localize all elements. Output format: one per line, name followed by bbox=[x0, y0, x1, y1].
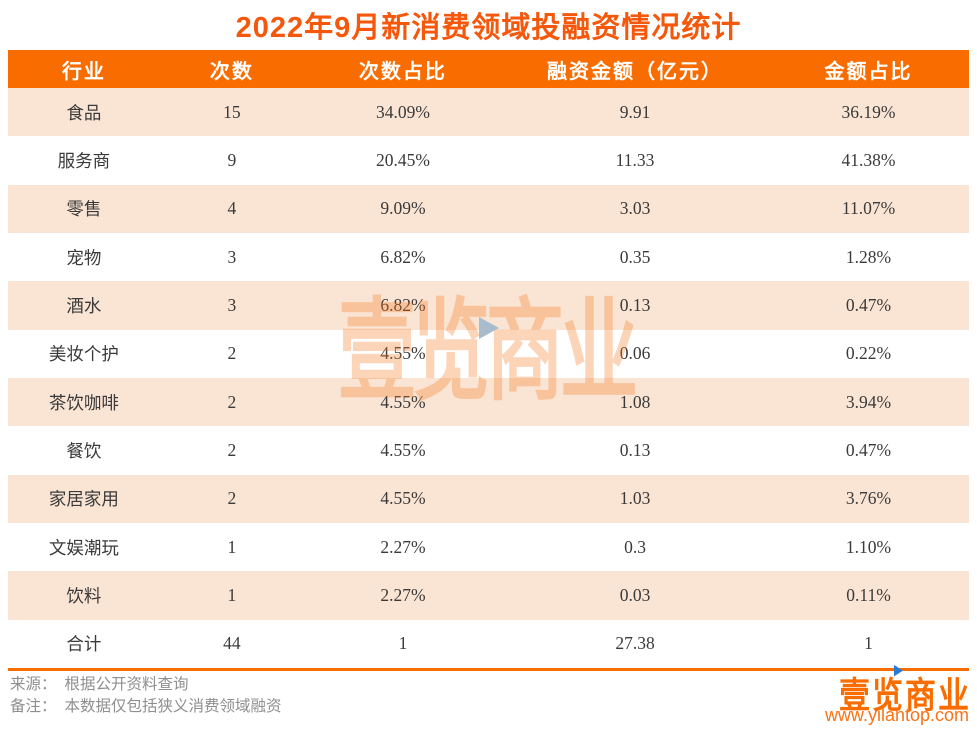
table-row: 食品 15 34.09% 9.91 36.19% bbox=[8, 88, 969, 137]
table-cell: 0.13 bbox=[619, 294, 651, 315]
table-cell: 6.82% bbox=[380, 294, 426, 315]
table-cell: 20.45% bbox=[375, 149, 430, 170]
table-cell: 3 bbox=[227, 294, 237, 315]
table-cell: 9.09% bbox=[380, 198, 426, 219]
table-cell: 4.55% bbox=[380, 343, 426, 364]
table-cell: 27.38 bbox=[615, 633, 655, 654]
table-cell: 0.13 bbox=[619, 439, 651, 460]
table-cell: 宠物 bbox=[66, 247, 102, 268]
note-line: 备注： 本数据仅包括狭义消费领域融资 bbox=[10, 696, 977, 718]
table-cell: 0.3 bbox=[624, 536, 646, 557]
table-cell: 茶饮咖啡 bbox=[48, 392, 119, 413]
table-cell: 0.47% bbox=[845, 439, 892, 460]
note-label: 备注： bbox=[10, 698, 57, 716]
table-cell: 1.03 bbox=[619, 488, 651, 509]
table-body: 食品 15 34.09% 9.91 36.19% 服务商 9 20.45% 11.33 41.38… bbox=[8, 88, 969, 668]
table-cell: 4.55% bbox=[380, 488, 426, 509]
table-cell: 4.55% bbox=[380, 439, 426, 460]
table-cell: 合计 bbox=[66, 634, 102, 655]
table-cell: 0.03 bbox=[619, 584, 651, 605]
table-cell: 0.35 bbox=[619, 246, 651, 267]
table-row: 酒水 3 6.82% 0.13 0.47% bbox=[8, 281, 969, 330]
table-row: 茶饮咖啡 2 4.55% 1.08 3.94% bbox=[8, 377, 969, 427]
table-cell: 0.47% bbox=[845, 294, 892, 315]
table-cell: 0.22% bbox=[845, 343, 892, 364]
table-cell: 零售 bbox=[66, 199, 102, 220]
table-row: 文娱潮玩 1 2.27% 0.3 1.10% bbox=[8, 522, 969, 572]
table-cell: 3.94% bbox=[845, 391, 892, 412]
table-cell: 41.38% bbox=[841, 149, 896, 170]
table-cell: 15 bbox=[223, 101, 241, 122]
play-icon bbox=[894, 664, 903, 677]
table-cell: 0.06 bbox=[619, 343, 651, 364]
table-cell: 1 bbox=[398, 633, 408, 654]
table-cell: 家居家用 bbox=[48, 489, 119, 510]
column-header: 行业 bbox=[61, 60, 106, 83]
table-cell: 酒水 bbox=[66, 295, 102, 316]
table-header-row: 行业 次数 次数占比 融资金额（亿元） 金额占比 bbox=[8, 50, 969, 88]
table-cell: 6.82% bbox=[380, 246, 426, 267]
table-row: 家居家用 2 4.55% 1.03 3.76% bbox=[8, 474, 969, 523]
footer: 来源： 根据公开资料查询 备注： 本数据仅包括狭义消费领域融资 bbox=[0, 671, 977, 719]
table-cell: 0.11% bbox=[846, 584, 891, 605]
website-url: www.yilantop.com bbox=[824, 705, 969, 725]
table-cell: 2 bbox=[227, 391, 237, 412]
table-cell: 2 bbox=[227, 439, 237, 460]
brand-logo-text: 壹览商业 bbox=[839, 675, 971, 716]
table-row: 饮料 1 2.27% 0.03 0.11% bbox=[8, 571, 969, 620]
table-cell: 3.03 bbox=[619, 198, 651, 219]
column-header: 金额占比 bbox=[824, 60, 913, 83]
table-row: 服务商 9 20.45% 11.33 41.38% bbox=[8, 136, 969, 185]
table-cell: 1.10% bbox=[845, 536, 892, 557]
table-cell: 饮料 bbox=[66, 585, 102, 606]
table-cell: 34.09% bbox=[375, 101, 430, 122]
table-cell: 2 bbox=[227, 488, 237, 509]
table-cell: 2.27% bbox=[380, 536, 426, 557]
table-cell: 4.55% bbox=[380, 391, 426, 412]
table-cell: 3.76% bbox=[845, 488, 892, 509]
table-row: 宠物 3 6.82% 0.35 1.28% bbox=[8, 232, 969, 282]
table-row: 美妆个护 2 4.55% 0.06 0.22% bbox=[8, 329, 969, 378]
source-line: 来源： 根据公开资料查询 bbox=[10, 674, 977, 696]
table-cell: 9 bbox=[227, 149, 237, 170]
column-header: 次数 bbox=[209, 60, 254, 83]
table-cell: 服务商 bbox=[57, 150, 111, 171]
table-cell: 文娱潮玩 bbox=[48, 537, 119, 558]
table-cell: 9.91 bbox=[619, 101, 651, 122]
table-cell: 36.19% bbox=[841, 101, 896, 122]
page-title: 2022年9月新消费领域投融资情况统计 bbox=[235, 12, 742, 44]
table-cell: 1.08 bbox=[619, 391, 651, 412]
table-cell: 11.33 bbox=[615, 149, 655, 170]
table-row: 餐饮 2 4.55% 0.13 0.47% bbox=[8, 426, 969, 475]
table-cell: 美妆个护 bbox=[48, 344, 119, 365]
table-cell: 餐饮 bbox=[66, 440, 102, 461]
note-text: 本数据仅包括狭义消费领域融资 bbox=[64, 698, 282, 716]
table-cell: 1 bbox=[864, 633, 873, 654]
table-row: 零售 4 9.09% 3.03 11.07% bbox=[8, 184, 969, 233]
brand-logo: 壹览商业 bbox=[839, 664, 971, 718]
column-header: 次数占比 bbox=[358, 60, 447, 83]
column-header: 融资金额（亿元） bbox=[547, 60, 724, 83]
stats-table: 行业 次数 次数占比 融资金额（亿元） 金额占比 食品 15 34.09% 9.91 36.19… bbox=[8, 50, 969, 668]
source-label: 来源： bbox=[10, 675, 57, 693]
table-cell: 11.07% bbox=[841, 198, 896, 219]
source-text: 根据公开资料查询 bbox=[64, 675, 189, 693]
table-cell: 1.28% bbox=[845, 246, 892, 267]
table-cell: 1 bbox=[227, 536, 237, 557]
table-row: 合计 44 1 27.38 1 bbox=[8, 619, 969, 668]
table-cell: 3 bbox=[227, 246, 237, 267]
table-cell: 4 bbox=[227, 198, 237, 219]
table-cell: 44 bbox=[223, 633, 241, 654]
table-cell: 1 bbox=[227, 584, 237, 605]
table-cell: 2 bbox=[227, 343, 237, 364]
divider bbox=[8, 667, 969, 671]
table-cell: 2.27% bbox=[380, 584, 426, 605]
table-cell: 食品 bbox=[66, 102, 102, 123]
